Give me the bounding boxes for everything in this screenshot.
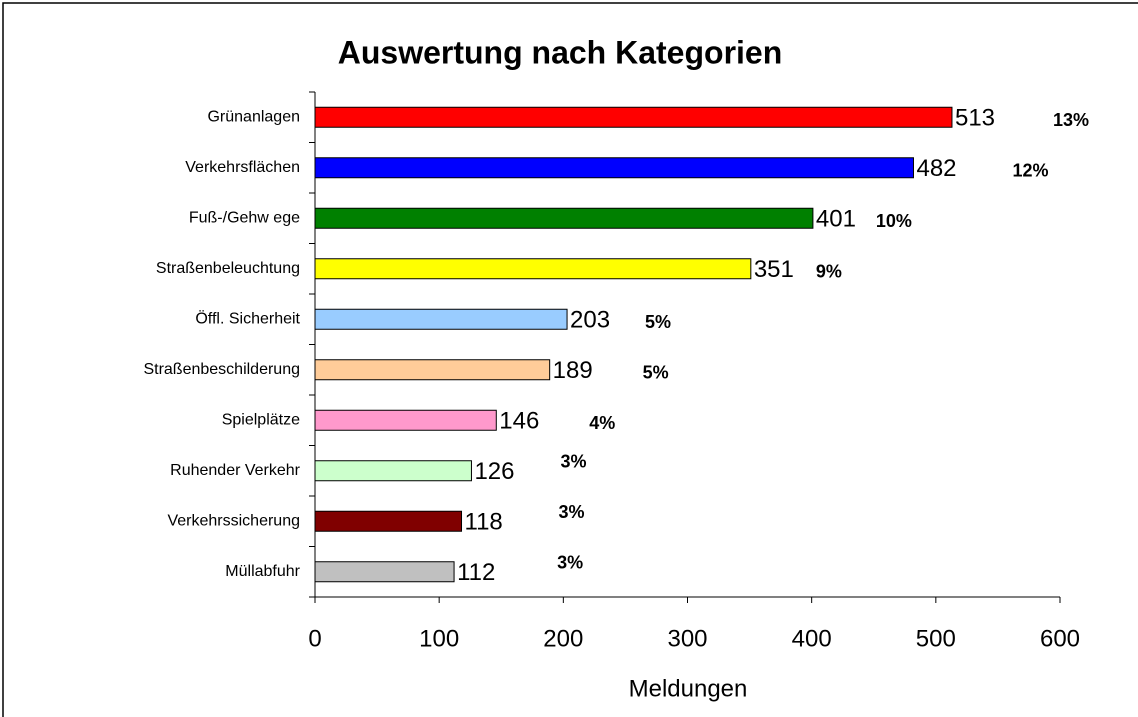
y-tick-label: Fuß-/Gehw ege — [189, 209, 300, 226]
y-tick-label: Straßenbeleuchtung — [156, 260, 300, 277]
y-tick-label: Verkehrsflächen — [185, 159, 300, 176]
share-label: 5% — [645, 312, 671, 332]
value-label: 126 — [474, 458, 514, 485]
y-tick-label: Müllabfuhr — [225, 563, 300, 580]
value-label: 482 — [916, 155, 956, 182]
x-tick-label: 200 — [543, 625, 583, 652]
y-tick-label: Öffl. Sicherheit — [195, 309, 300, 327]
bar — [314, 359, 551, 381]
bar — [314, 460, 472, 482]
share-label: 5% — [643, 363, 669, 383]
share-label: 4% — [589, 413, 615, 433]
share-label: 3% — [560, 452, 586, 472]
bar — [314, 561, 455, 583]
value-label: 351 — [754, 256, 794, 283]
value-label: 401 — [816, 206, 856, 233]
share-label: 12% — [1012, 161, 1048, 181]
share-label: 13% — [1053, 110, 1089, 130]
value-label: 112 — [457, 559, 495, 586]
share-label: 3% — [557, 553, 583, 573]
share-label: 9% — [816, 262, 842, 282]
x-tick-label: 600 — [1040, 625, 1080, 652]
x-tick-label: 300 — [667, 625, 707, 652]
bar — [314, 157, 914, 179]
value-label: 189 — [553, 357, 593, 384]
x-tick-label: 500 — [916, 625, 956, 652]
bar — [314, 106, 953, 128]
y-tick-label: Straßenbeschilderung — [143, 361, 300, 378]
share-label: 3% — [559, 502, 585, 522]
value-label: 146 — [499, 408, 539, 435]
y-tick-label: Verkehrssicherung — [167, 512, 300, 529]
y-tick-label: Spielplätze — [222, 411, 300, 428]
x-axis-label: Meldungen — [629, 675, 748, 702]
value-label: 118 — [465, 509, 503, 536]
share-label: 10% — [876, 211, 912, 231]
bar — [314, 308, 568, 330]
value-label: 203 — [570, 307, 610, 334]
value-label: 513 — [955, 105, 995, 132]
bar — [314, 258, 752, 280]
x-tick-label: 0 — [308, 625, 321, 652]
bar — [314, 510, 463, 532]
chart-title: Auswertung nach Kategorien — [338, 34, 783, 70]
x-tick-label: 400 — [792, 625, 832, 652]
y-tick-label: Ruhender Verkehr — [170, 462, 301, 479]
x-tick-label: 100 — [419, 625, 459, 652]
y-tick-label: Grünanlagen — [207, 108, 300, 125]
bar — [314, 409, 497, 431]
bar — [314, 207, 814, 229]
